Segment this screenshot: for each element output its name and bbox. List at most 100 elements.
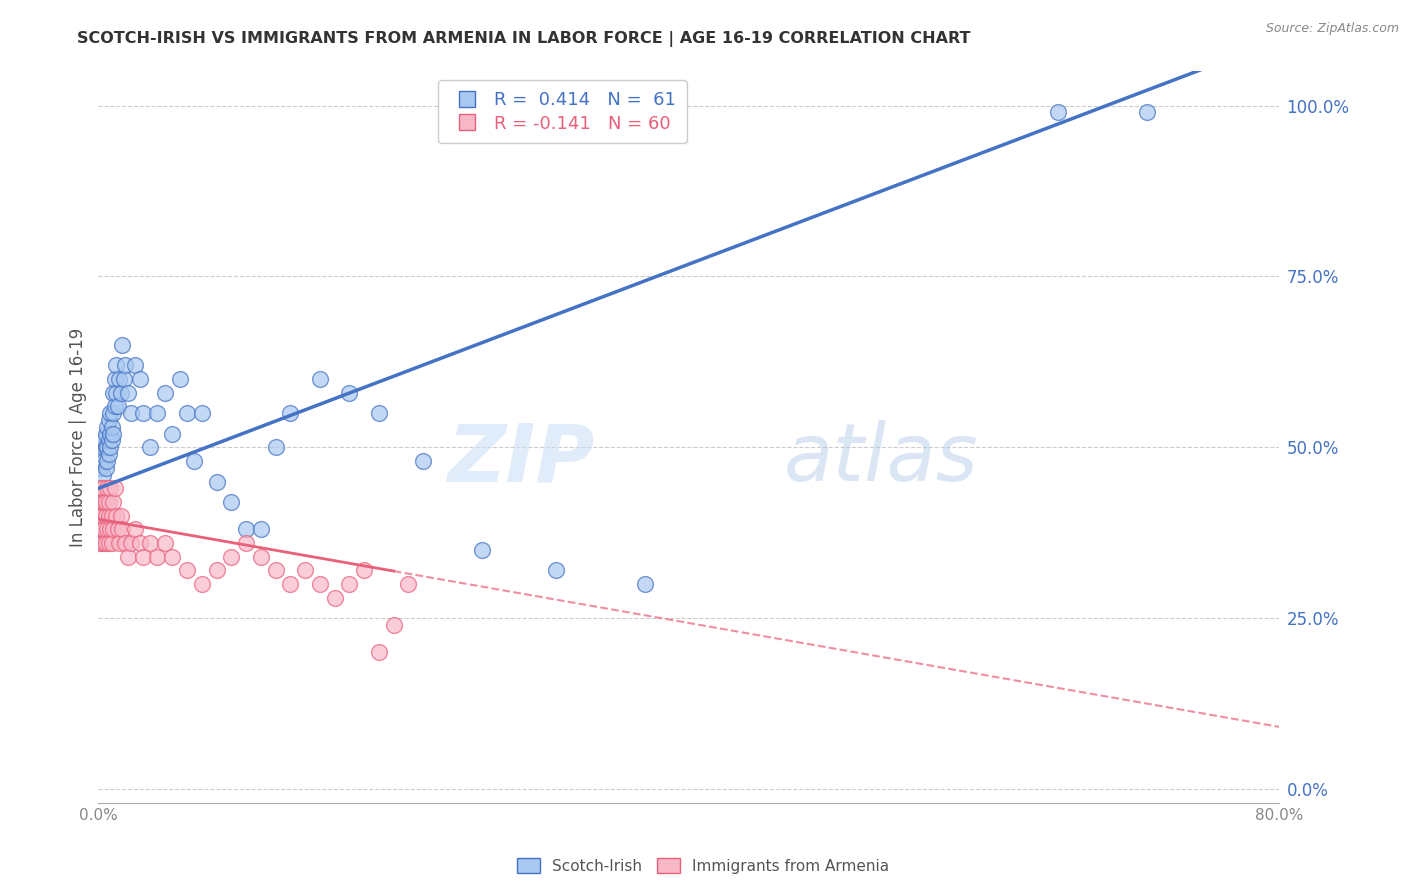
Point xyxy=(97,508,120,523)
Point xyxy=(110,508,132,523)
Point xyxy=(1135,105,1157,120)
Point xyxy=(93,454,115,468)
Text: SCOTCH-IRISH VS IMMIGRANTS FROM ARMENIA IN LABOR FORCE | AGE 16-19 CORRELATION C: SCOTCH-IRISH VS IMMIGRANTS FROM ARMENIA … xyxy=(77,31,970,47)
Point xyxy=(546,563,568,577)
Point xyxy=(111,338,134,352)
Point xyxy=(309,577,332,591)
Point xyxy=(382,618,405,632)
Point xyxy=(235,522,257,536)
Point xyxy=(132,549,155,564)
Point xyxy=(96,440,118,454)
Y-axis label: In Labor Force | Age 16-19: In Labor Force | Age 16-19 xyxy=(69,327,87,547)
Point xyxy=(412,454,434,468)
Point xyxy=(90,481,112,495)
Point xyxy=(162,549,183,564)
Point xyxy=(89,460,111,475)
Point xyxy=(323,591,346,605)
Point xyxy=(169,372,191,386)
Point xyxy=(97,536,120,550)
Point xyxy=(90,522,112,536)
Point xyxy=(117,549,139,564)
Point xyxy=(124,359,146,373)
Point xyxy=(146,406,169,420)
Point xyxy=(105,359,128,373)
Point xyxy=(91,522,114,536)
Point xyxy=(368,645,391,659)
Point xyxy=(219,549,242,564)
Point xyxy=(94,536,117,550)
Point xyxy=(96,420,118,434)
Point xyxy=(162,426,183,441)
Point xyxy=(120,406,142,420)
Point xyxy=(108,372,131,386)
Point xyxy=(91,495,114,509)
Point xyxy=(90,508,112,523)
Point xyxy=(633,577,655,591)
Point xyxy=(105,385,128,400)
Point xyxy=(94,440,117,454)
Point xyxy=(250,549,273,564)
Point xyxy=(91,508,114,523)
Point xyxy=(309,372,332,386)
Point xyxy=(94,508,117,523)
Point xyxy=(205,563,228,577)
Point xyxy=(91,440,114,454)
Point xyxy=(339,577,360,591)
Point xyxy=(91,467,114,482)
Point xyxy=(128,372,150,386)
Point xyxy=(100,536,122,550)
Point xyxy=(97,447,120,461)
Point xyxy=(94,426,117,441)
Point xyxy=(353,563,375,577)
Point xyxy=(96,454,118,468)
Point xyxy=(94,495,117,509)
Point xyxy=(471,542,494,557)
Point xyxy=(250,522,273,536)
Point xyxy=(103,495,125,509)
Point xyxy=(103,522,125,536)
Point xyxy=(98,481,121,495)
Point xyxy=(153,536,176,550)
Point xyxy=(176,563,198,577)
Point xyxy=(191,406,214,420)
Point xyxy=(98,406,121,420)
Point xyxy=(235,536,257,550)
Point xyxy=(100,508,122,523)
Point xyxy=(153,385,176,400)
Point xyxy=(98,426,121,441)
Point xyxy=(112,372,135,386)
Point xyxy=(278,577,302,591)
Point xyxy=(110,385,132,400)
Point xyxy=(107,400,129,414)
Point xyxy=(98,522,121,536)
Point xyxy=(104,400,127,414)
Point xyxy=(139,536,162,550)
Point xyxy=(105,508,128,523)
Point xyxy=(103,406,125,420)
Point xyxy=(103,426,125,441)
Point xyxy=(132,406,155,420)
Point xyxy=(114,359,136,373)
Point xyxy=(219,495,242,509)
Legend: R =  0.414   N =  61, R = -0.141   N = 60: R = 0.414 N = 61, R = -0.141 N = 60 xyxy=(439,80,686,144)
Point xyxy=(89,508,111,523)
Point xyxy=(107,522,129,536)
Point xyxy=(98,440,121,454)
Point xyxy=(183,454,205,468)
Point xyxy=(94,460,117,475)
Point xyxy=(114,536,136,550)
Point xyxy=(93,495,115,509)
Text: Source: ZipAtlas.com: Source: ZipAtlas.com xyxy=(1265,22,1399,36)
Point xyxy=(89,495,111,509)
Point xyxy=(104,481,127,495)
Point xyxy=(264,563,287,577)
Point xyxy=(191,577,214,591)
Point xyxy=(264,440,287,454)
Point xyxy=(108,536,131,550)
Point xyxy=(93,536,115,550)
Point xyxy=(103,385,125,400)
Point xyxy=(90,536,112,550)
Point xyxy=(128,536,150,550)
Point xyxy=(97,495,120,509)
Point xyxy=(278,406,302,420)
